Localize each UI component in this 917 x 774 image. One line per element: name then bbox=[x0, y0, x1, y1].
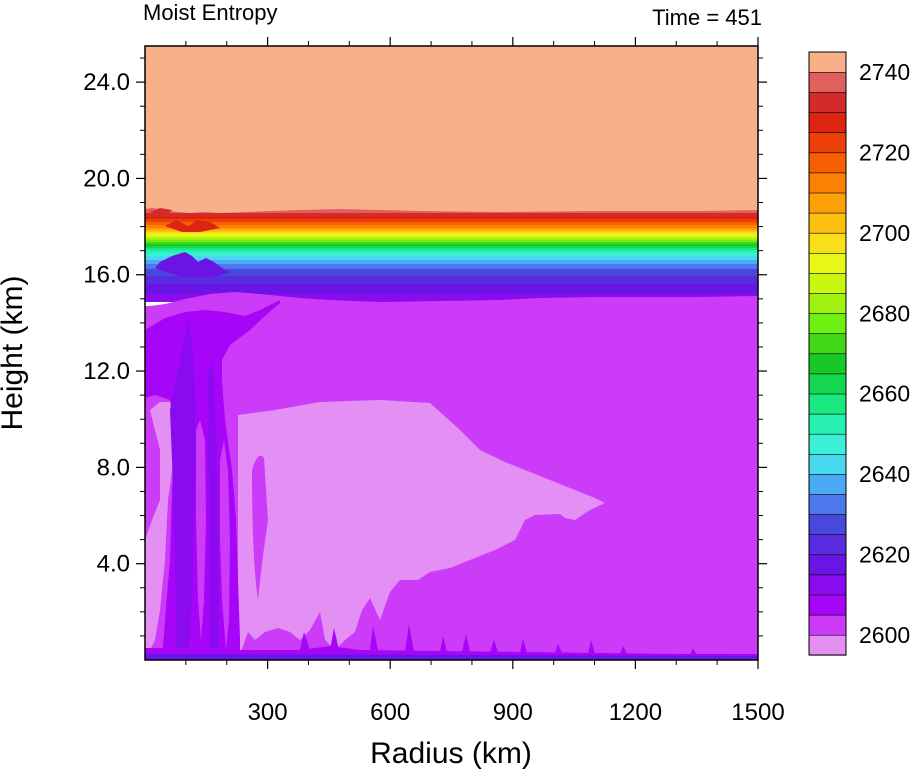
band-2685 bbox=[145, 269, 758, 277]
colorbar-swatch bbox=[808, 413, 847, 435]
colorbar-swatch bbox=[808, 453, 847, 475]
tropopause-top-edge bbox=[145, 46, 758, 213]
band-2775 bbox=[145, 222, 758, 227]
eyewall-filament bbox=[208, 360, 219, 660]
colorbar-swatch bbox=[808, 112, 847, 134]
inner-core-region bbox=[145, 402, 180, 660]
colorbar-swatch bbox=[808, 574, 847, 596]
colorbar: 2600262026402660268027002720274027602780… bbox=[808, 0, 910, 656]
band-2780 bbox=[145, 219, 758, 224]
colorbar-label: 2680 bbox=[859, 300, 910, 326]
plot-frame bbox=[144, 45, 759, 661]
colorbar-label: 2720 bbox=[859, 140, 910, 166]
eyewall-column-left bbox=[196, 420, 206, 640]
eyewall-core bbox=[170, 318, 196, 660]
colorbar-label: 2640 bbox=[859, 461, 910, 487]
colorbar-label: 2740 bbox=[859, 59, 910, 85]
y-axis-label: Height (km) bbox=[0, 275, 29, 430]
colorbar-swatch bbox=[808, 312, 847, 334]
chart-title: Moist Entropy bbox=[143, 0, 278, 25]
colorbar-swatch bbox=[808, 51, 847, 73]
high-entropy-core bbox=[238, 400, 605, 660]
y-tick-label: 24.0 bbox=[83, 69, 130, 96]
colorbar-label: 2700 bbox=[859, 220, 910, 246]
band-2670 bbox=[145, 294, 758, 302]
y-tick-label: 12.0 bbox=[83, 358, 130, 385]
colorbar-swatch bbox=[808, 513, 847, 535]
band-2690 bbox=[145, 264, 758, 270]
colorbar-swatch bbox=[808, 333, 847, 355]
x-tick-label: 900 bbox=[493, 699, 533, 726]
colorbar-swatch bbox=[808, 252, 847, 274]
colorbar-swatch bbox=[808, 594, 847, 616]
tropopause-dip bbox=[155, 252, 230, 278]
colorbar-swatch bbox=[808, 534, 847, 556]
colorbar-swatch bbox=[808, 473, 847, 495]
band-2710 bbox=[145, 250, 758, 254]
band-2700 bbox=[145, 256, 758, 261]
band-2695 bbox=[145, 260, 758, 265]
y-tick-label: 4.0 bbox=[97, 551, 130, 578]
colorbar-swatch bbox=[808, 132, 847, 154]
colorbar-swatch bbox=[808, 212, 847, 234]
colorbar-label: 2600 bbox=[859, 622, 910, 648]
colorbar-swatch bbox=[808, 152, 847, 174]
time-label: Time = 451 bbox=[652, 5, 762, 30]
colorbar-swatch bbox=[808, 192, 847, 214]
band-2675 bbox=[145, 284, 758, 296]
tropopause-jet-upper bbox=[150, 208, 172, 214]
y-tick-label: 8.0 bbox=[97, 454, 130, 481]
colorbar-swatch bbox=[808, 493, 847, 515]
band-2705 bbox=[145, 253, 758, 257]
y-tick-label: 20.0 bbox=[83, 165, 130, 192]
tropopause-jet bbox=[165, 220, 220, 232]
x-axis-label: Radius (km) bbox=[370, 737, 532, 770]
colorbar-swatch bbox=[808, 172, 847, 194]
colorbar-swatch bbox=[808, 232, 847, 254]
x-tick-label: 300 bbox=[248, 699, 288, 726]
colorbar-swatch bbox=[808, 353, 847, 375]
colorbar-swatch bbox=[808, 393, 847, 415]
colorbar-swatch bbox=[808, 614, 847, 636]
band-2680 bbox=[145, 276, 758, 286]
eyewall-column-right bbox=[220, 440, 230, 650]
colorbar-swatch bbox=[808, 373, 847, 395]
surface-layer bbox=[145, 654, 758, 660]
colorbar-swatch bbox=[808, 71, 847, 93]
colorbar-label: 2660 bbox=[859, 381, 910, 407]
band-2795 bbox=[145, 208, 758, 216]
x-tick-label: 600 bbox=[370, 699, 410, 726]
colorbar-swatch bbox=[808, 91, 847, 113]
x-tick-label: 1200 bbox=[609, 699, 662, 726]
colorbar-label: 2620 bbox=[859, 542, 910, 568]
band-2770 bbox=[145, 225, 758, 230]
colorbar-swatch bbox=[808, 272, 847, 294]
colorbar-swatch bbox=[808, 554, 847, 576]
x-tick-label: 1500 bbox=[731, 699, 784, 726]
colorbar-swatch bbox=[808, 292, 847, 314]
low-entropy-pocket bbox=[252, 455, 268, 600]
colorbar-frame bbox=[808, 51, 847, 656]
axes: 300 600 900 1200 1500 4.0 8.0 12.0 16.0 20.0 24.0 bbox=[83, 37, 785, 726]
y-tick-label: 16.0 bbox=[83, 262, 130, 289]
colorbar-swatch bbox=[808, 634, 847, 656]
contour-field bbox=[145, 46, 758, 660]
colorbar-swatch bbox=[808, 433, 847, 455]
colorbar-label: 2760 bbox=[859, 0, 910, 5]
